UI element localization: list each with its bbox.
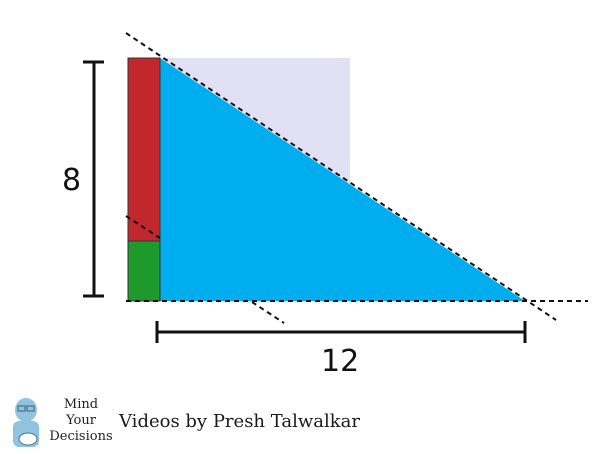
logo-line-3: Decisions (49, 429, 113, 444)
logo-line-1: Mind (63, 397, 99, 412)
blue-triangle (160, 58, 525, 301)
vertical-dimension-marker (83, 60, 104, 298)
horizontal-dimension-label: 12 (321, 344, 359, 379)
logo-wordmark: Mind Your Decisions (46, 397, 116, 445)
green-rectangle (127, 240, 161, 302)
red-rectangle (127, 57, 161, 242)
branding: Mind Your Decisions Videos by Presh Talw… (6, 397, 366, 449)
dashed-diagonal-short-upper (125, 215, 161, 239)
byline: Videos by Presh Talwalkar (119, 411, 360, 432)
vertical-dimension-label: 8 (62, 163, 81, 198)
logo-line-2: Your (66, 413, 96, 428)
horizontal-dimension-marker (155, 321, 527, 343)
thinking-person-icon (13, 398, 39, 447)
dashed-diagonal-short-lower (251, 301, 285, 324)
